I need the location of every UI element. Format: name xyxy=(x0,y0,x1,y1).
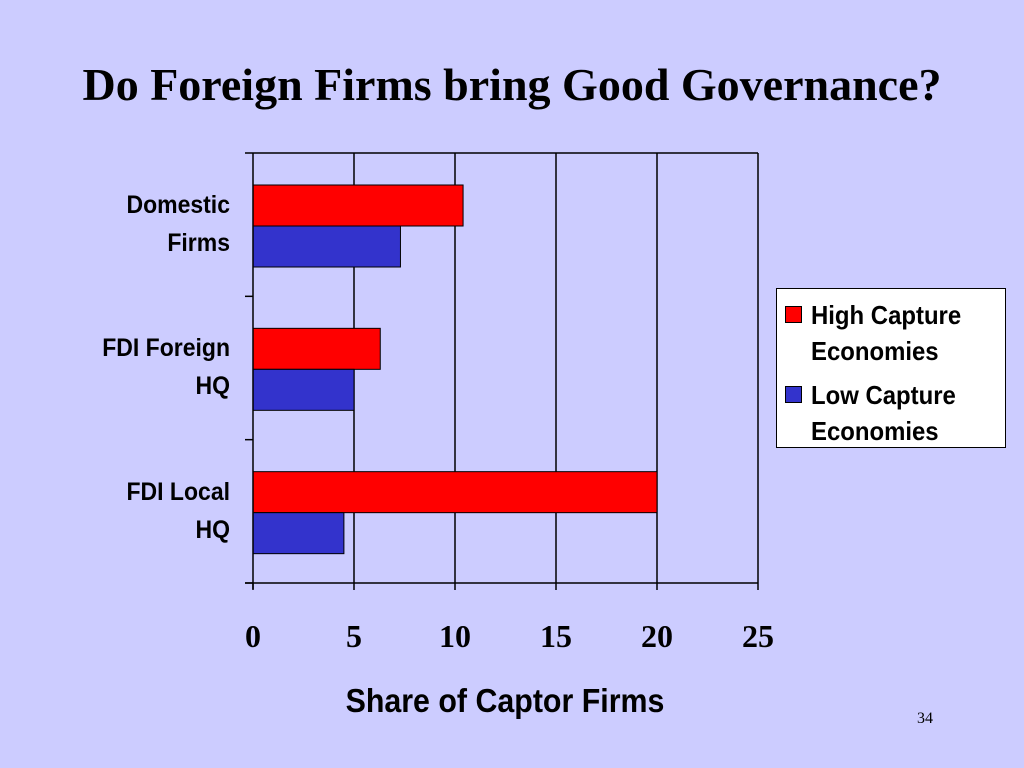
x-tick-label: 10 xyxy=(439,618,471,654)
legend-label: Low Capture Economies xyxy=(811,380,956,446)
bar xyxy=(252,184,464,227)
category-label-fdi-local-hq: FDI Local HQ xyxy=(126,478,230,544)
axes xyxy=(245,152,759,590)
category-label-domestic: Domestic Firms xyxy=(126,191,230,257)
slide-title: Do Foreign Firms bring Good Governance? xyxy=(82,59,942,110)
bars xyxy=(252,184,658,555)
bar xyxy=(252,512,345,555)
bar xyxy=(252,471,658,514)
x-tick-label: 15 xyxy=(540,618,572,654)
legend-label: High Capture Economies xyxy=(811,300,962,366)
bar xyxy=(252,225,401,268)
x-tick-label: 25 xyxy=(742,618,774,654)
bar xyxy=(252,368,355,411)
x-axis-label: Share of Captor Firms xyxy=(345,682,665,719)
legend: High Capture Economies Low Capture Economi… xyxy=(776,288,1006,448)
x-tick-label: 0 xyxy=(245,618,261,654)
legend-swatch-low-capture xyxy=(785,386,802,403)
page-number: 34 xyxy=(917,710,933,727)
category-label-fdi-foreign-hq: FDI Foreign HQ xyxy=(102,334,230,400)
x-tick-label: 5 xyxy=(346,618,362,654)
legend-swatch-high-capture xyxy=(785,306,802,323)
bar xyxy=(252,327,381,370)
x-tick-label: 20 xyxy=(641,618,673,654)
